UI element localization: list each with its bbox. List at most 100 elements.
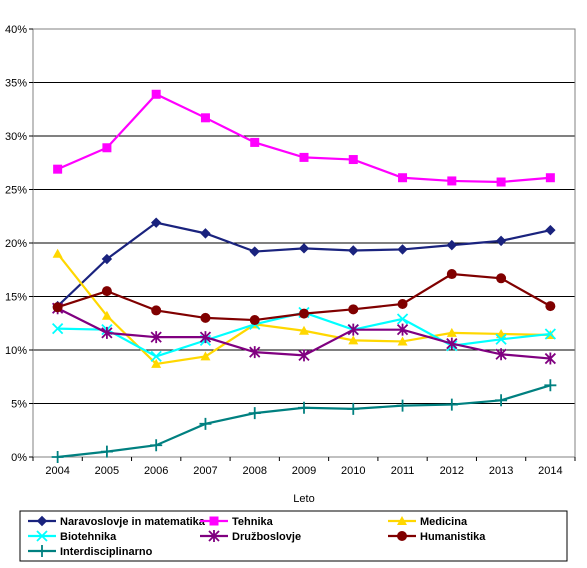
data-point bbox=[299, 152, 309, 162]
x-axis-ticks: 2004 2005 2006 2007 2008 2009 2010 2011 2012 2013… bbox=[32, 457, 576, 477]
x-axis-title: Leto bbox=[293, 493, 314, 505]
data-point bbox=[150, 350, 162, 363]
data-point bbox=[545, 224, 556, 236]
data-point bbox=[52, 302, 63, 313]
data-point bbox=[249, 346, 261, 359]
data-point bbox=[151, 305, 162, 316]
legend-marker bbox=[208, 530, 220, 542]
data-point bbox=[544, 352, 557, 365]
legend-marker bbox=[36, 530, 48, 542]
x-tick-label: 2012 bbox=[440, 465, 464, 477]
data-point bbox=[298, 243, 310, 254]
x-tick-label: 2014 bbox=[538, 465, 562, 477]
x-tick-label: 2005 bbox=[95, 465, 119, 477]
data-point bbox=[150, 439, 163, 452]
x-tick-label: 2007 bbox=[193, 465, 217, 477]
x-tick-label: 2004 bbox=[45, 465, 69, 477]
series-naravoslovje-in-matematika bbox=[52, 217, 556, 312]
legend-item-medicina: Medicina bbox=[388, 516, 468, 528]
data-point bbox=[544, 328, 557, 340]
data-point bbox=[495, 333, 507, 345]
legend-label: Tehnika bbox=[232, 516, 274, 528]
data-point bbox=[397, 298, 408, 309]
data-point bbox=[52, 248, 63, 258]
x-tick-label: 2011 bbox=[391, 465, 415, 477]
data-point bbox=[347, 402, 360, 415]
series-druzboslovje bbox=[52, 302, 557, 365]
data-point bbox=[544, 379, 557, 392]
x-tick-label: 2006 bbox=[144, 465, 168, 477]
legend-marker bbox=[36, 545, 48, 557]
data-point bbox=[299, 325, 309, 335]
series-tehnika bbox=[53, 89, 555, 187]
legend-marker bbox=[36, 515, 48, 527]
data-point bbox=[495, 235, 507, 247]
data-point bbox=[298, 349, 310, 362]
data-point bbox=[102, 143, 112, 153]
data-point bbox=[249, 315, 260, 326]
data-point bbox=[445, 398, 458, 411]
data-point bbox=[398, 173, 408, 183]
data-point bbox=[348, 245, 359, 256]
data-point bbox=[200, 312, 211, 323]
data-point bbox=[249, 246, 260, 257]
y-tick-label: 25% bbox=[5, 185, 27, 197]
data-point bbox=[248, 407, 261, 420]
data-point bbox=[397, 244, 408, 255]
data-point bbox=[495, 394, 508, 407]
y-tick-label: 40% bbox=[5, 24, 27, 36]
data-point bbox=[348, 335, 359, 345]
y-tick-label: 30% bbox=[5, 131, 27, 143]
legend-item-tehnika: Tehnika bbox=[200, 516, 274, 528]
data-point bbox=[446, 239, 458, 251]
y-tick-label: 0% bbox=[11, 452, 27, 464]
legend-item-interdisciplinarno: Interdisciplinarno bbox=[28, 545, 153, 558]
data-point bbox=[545, 173, 555, 183]
legend-item-humanistika: Humanistika bbox=[388, 531, 486, 543]
legend-label: Družboslovje bbox=[232, 531, 301, 543]
data-point bbox=[200, 228, 211, 239]
data-point bbox=[396, 399, 409, 412]
y-tick-label: 15% bbox=[5, 292, 27, 304]
x-tick-label: 2008 bbox=[242, 465, 266, 477]
data-point bbox=[396, 313, 409, 325]
data-point bbox=[496, 177, 506, 187]
data-point bbox=[51, 451, 64, 463]
legend-label: Medicina bbox=[420, 516, 468, 528]
data-point bbox=[101, 310, 112, 320]
y-tick-label: 5% bbox=[11, 399, 27, 411]
data-point bbox=[298, 401, 310, 414]
data-point bbox=[150, 331, 162, 344]
legend-item-naravoslovje-in-matematika: Naravoslovje in matematika bbox=[28, 515, 206, 528]
legend-item-biotehnika: Biotehnika bbox=[28, 530, 117, 543]
data-point bbox=[397, 336, 408, 346]
data-point bbox=[396, 323, 409, 336]
y-axis-ticks: 0% 5% 10% 15% 20% 25% 30% 35% 40% bbox=[5, 24, 33, 464]
data-point bbox=[101, 326, 113, 339]
data-point bbox=[100, 445, 113, 458]
data-point bbox=[53, 164, 63, 174]
data-point bbox=[199, 417, 212, 430]
data-point bbox=[299, 308, 309, 319]
legend-marker bbox=[397, 516, 407, 525]
data-point bbox=[446, 337, 458, 350]
data-point bbox=[150, 217, 162, 228]
data-point bbox=[545, 301, 556, 312]
legend-label: Humanistika bbox=[420, 531, 486, 543]
y-tick-label: 10% bbox=[5, 345, 27, 357]
y-tick-label: 20% bbox=[5, 238, 27, 250]
legend: Naravoslovje in matematika Tehnika Medicin… bbox=[28, 515, 486, 558]
data-point bbox=[200, 351, 211, 361]
legend-item-druzboslovje: Družboslovje bbox=[200, 530, 301, 543]
data-point bbox=[447, 176, 457, 186]
legend-marker bbox=[397, 531, 407, 541]
data-point bbox=[151, 89, 161, 99]
data-point bbox=[52, 322, 64, 335]
x-tick-label: 2010 bbox=[341, 465, 365, 477]
data-point bbox=[347, 323, 359, 336]
legend-box bbox=[19, 510, 568, 562]
series-humanistika bbox=[52, 269, 556, 326]
data-point bbox=[446, 327, 457, 337]
legend-label: Biotehnika bbox=[60, 531, 117, 543]
